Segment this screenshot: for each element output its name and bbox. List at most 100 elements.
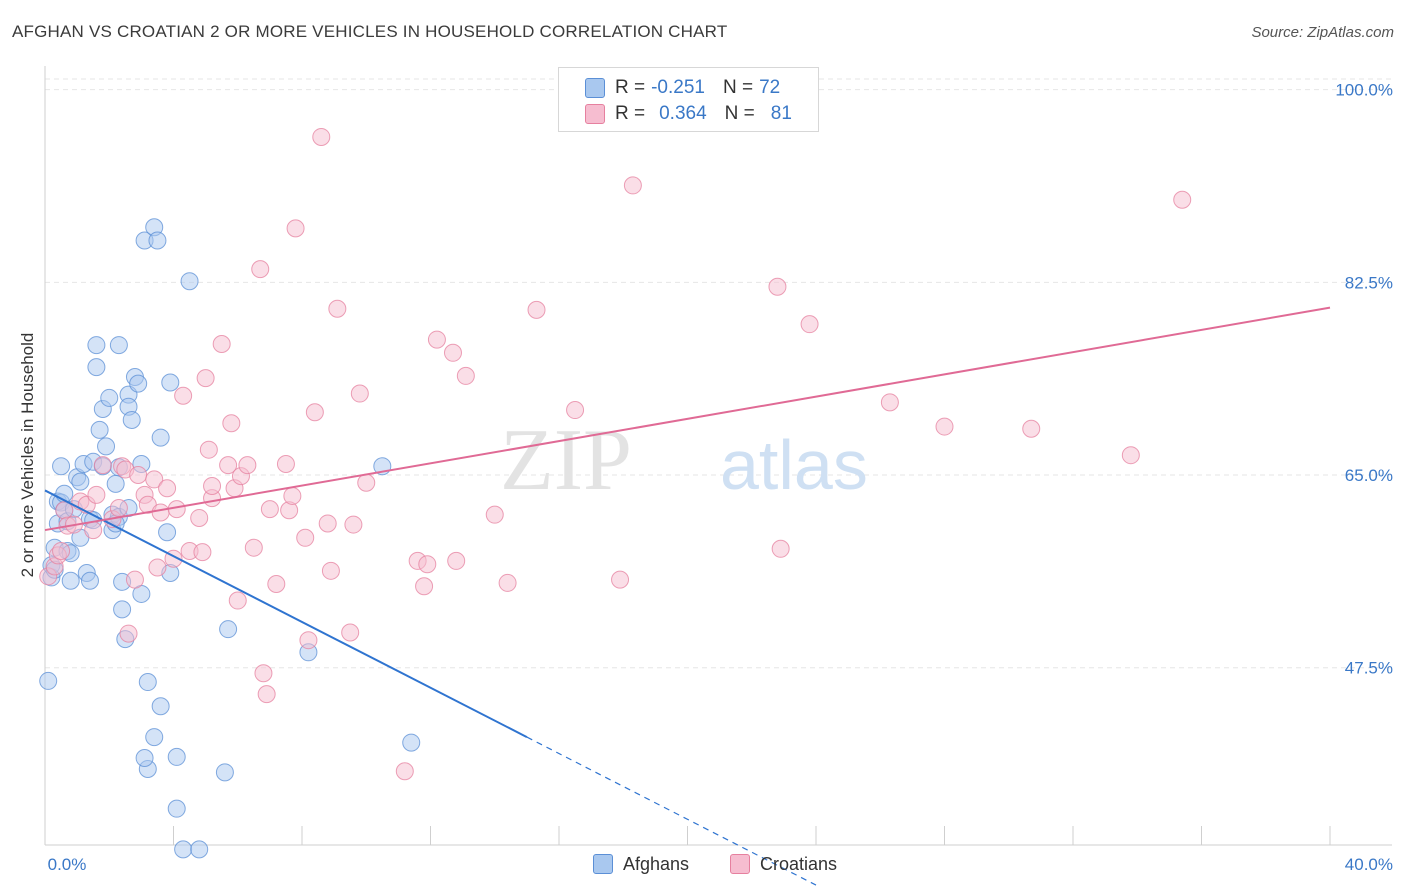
croatian-point: [344, 515, 363, 534]
croatian-point: [286, 219, 305, 238]
croatian-point: [341, 623, 360, 642]
croatian-point: [151, 503, 170, 522]
gridlines: [45, 78, 1392, 669]
croatian-point: [212, 334, 231, 353]
croatian-point: [93, 456, 112, 475]
watermark: ZIP atlas: [500, 412, 868, 509]
watermark-zip: ZIP: [500, 412, 632, 509]
afghan-point: [113, 600, 132, 619]
watermark-atlas: atlas: [720, 426, 868, 504]
trend-lines: [44, 306, 1331, 886]
croatian-point: [84, 521, 103, 540]
croatian-point: [203, 477, 222, 496]
legend-r-value: -0.251: [651, 77, 705, 98]
afghan-point: [135, 749, 154, 768]
croatian-point: [418, 555, 437, 574]
croatian-point: [52, 541, 71, 560]
afghan-point: [71, 472, 90, 491]
croatian-point: [129, 466, 148, 485]
croatian-point: [87, 485, 106, 504]
afghan-point: [138, 673, 157, 692]
legend-n-value: 81: [770, 103, 792, 124]
croatian-point: [145, 470, 164, 489]
afghan-swatch: [585, 78, 605, 98]
croatian-point: [771, 539, 790, 558]
afghan-point: [100, 388, 119, 407]
croatian-point: [768, 277, 787, 296]
croatian-point: [158, 479, 177, 498]
legend-n-label: N =: [722, 77, 754, 98]
afghan-point: [167, 747, 186, 766]
croatian-point: [395, 762, 414, 781]
afghan-point: [97, 437, 116, 456]
croatian-point: [276, 455, 295, 474]
croatian-point: [623, 176, 642, 195]
croatian-point: [485, 505, 504, 524]
croatian-point: [880, 393, 899, 412]
croatian-point: [257, 685, 276, 704]
croatian-trend-line: [44, 306, 1331, 532]
afghan-point: [402, 733, 421, 752]
afghan-point: [161, 373, 180, 392]
afghan-point: [151, 697, 170, 716]
afghan-point: [158, 523, 177, 542]
y-tick-label: 100.0%: [1335, 81, 1393, 100]
croatian-point: [527, 300, 546, 319]
axes: [44, 66, 1392, 846]
afghan-point: [52, 457, 71, 476]
x-tick-label: 40.0%: [1345, 855, 1393, 874]
croatian-point: [260, 500, 279, 519]
x-tick-label: 0.0%: [48, 855, 87, 874]
chart-title: AFGHAN VS CROATIAN 2 OR MORE VEHICLES IN…: [12, 22, 728, 41]
croatian-point: [125, 570, 144, 589]
afghan-point: [39, 671, 58, 690]
croatian-point: [254, 664, 273, 683]
tick-labels: 47.5% 65.0% 82.5% 100.0% 0.0% 40.0%: [48, 81, 1393, 874]
croatian-point: [456, 366, 475, 385]
croatian-points: [39, 127, 1192, 781]
afghan-point: [87, 336, 106, 355]
croatian-point: [190, 508, 209, 527]
afghan-point: [190, 840, 209, 859]
y-tick-label: 47.5%: [1345, 659, 1393, 678]
croatian-point: [193, 543, 212, 562]
croatian-point: [228, 591, 247, 610]
croatian-point: [566, 401, 585, 420]
croatian-point: [119, 624, 138, 643]
legend-n-value: 72: [759, 77, 781, 98]
afghan-point: [151, 428, 170, 447]
croatian-point: [219, 456, 238, 475]
croatian-swatch: [730, 854, 750, 874]
afghan-point: [145, 728, 164, 747]
croatian-point: [283, 486, 302, 505]
croatian-point: [267, 575, 286, 594]
afghan-point: [148, 231, 167, 250]
croatian-point: [443, 343, 462, 362]
croatian-point: [296, 528, 315, 547]
croatian-point: [447, 551, 466, 570]
croatian-point: [800, 315, 819, 334]
croatian-point: [238, 456, 257, 475]
bottom-legend-croatian: Croatians: [730, 851, 837, 877]
croatian-point: [611, 570, 630, 589]
y-tick-label: 65.0%: [1345, 466, 1393, 485]
legend-r-label: R =: [615, 103, 646, 124]
croatian-point: [357, 473, 376, 492]
afghan-point: [61, 571, 80, 590]
afghan-point: [80, 571, 99, 590]
croatian-point: [251, 260, 270, 279]
croatian-point: [318, 514, 337, 533]
croatian-point: [148, 558, 167, 577]
source-label: Source: ZipAtlas.com: [1251, 24, 1394, 41]
croatian-point: [174, 386, 193, 405]
afghan-swatch: [593, 854, 613, 874]
croatian-point: [222, 414, 241, 433]
bottom-legend-afghan: Afghans: [593, 851, 689, 877]
croatian-point: [244, 538, 263, 557]
croatian-point: [312, 127, 331, 146]
bottom-legend-croatian-label: Croatians: [760, 853, 838, 874]
afghan-point: [129, 374, 148, 393]
croatian-point: [305, 403, 324, 422]
croatian-point: [1022, 419, 1041, 438]
